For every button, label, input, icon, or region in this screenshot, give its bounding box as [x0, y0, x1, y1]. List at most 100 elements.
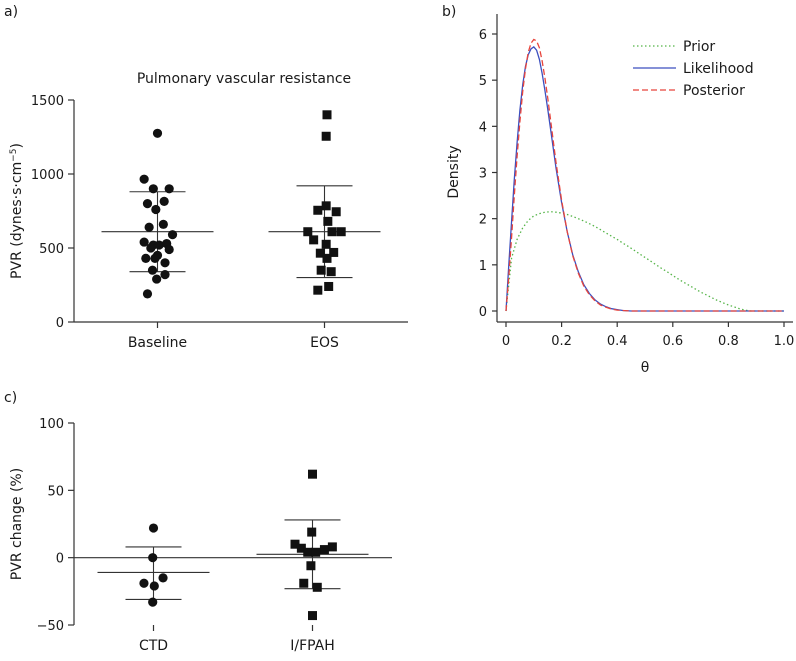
- y-tick-label: 3: [479, 167, 487, 182]
- data-point-square: [322, 110, 332, 120]
- series-line-prior: [505, 211, 784, 312]
- data-point-square: [322, 253, 332, 263]
- panel-c-y-axis-label: PVR change (%): [9, 468, 25, 580]
- y-tick-label: 1: [479, 259, 487, 274]
- data-point-circle: [152, 274, 162, 284]
- panel-c-label: c): [4, 390, 17, 406]
- data-point-circle: [158, 573, 168, 583]
- panel-a-marks: [101, 110, 381, 299]
- series-line-posterior: [505, 38, 784, 312]
- panel-a-title: Pulmonary vascular resistance: [137, 71, 351, 87]
- y-tick-label: 5: [479, 74, 487, 89]
- panel-b-axes: 0 1 2 3 4 5 6 0 0.2 0.4 0.6 0.8 1.0: [479, 14, 794, 349]
- y-tick-label: 0: [56, 316, 64, 331]
- panel-b-y-axis-label: Density: [446, 145, 462, 198]
- y-tick-label: 1500: [31, 94, 64, 109]
- data-point-square: [303, 227, 313, 237]
- data-point-square: [336, 227, 346, 237]
- x-tick-label: 0.8: [718, 334, 739, 349]
- data-point-square: [306, 561, 316, 571]
- x-category-label: CTD: [139, 638, 168, 654]
- panel-a-label: a): [4, 4, 18, 20]
- data-point-circle: [158, 219, 168, 229]
- data-point-circle: [148, 597, 158, 607]
- data-point-square: [321, 201, 331, 211]
- panel-b-lines: [505, 38, 784, 312]
- data-point-square: [308, 469, 317, 479]
- data-point-square: [307, 527, 317, 537]
- data-point-square: [323, 216, 333, 226]
- x-category-label: Baseline: [128, 335, 187, 351]
- data-point-circle: [141, 253, 151, 263]
- panel-c: c) PVR change (%) −50 0 50 100 CTD I/FPAH: [4, 390, 392, 654]
- data-point-circle: [152, 128, 163, 138]
- y-tick-label: 100: [39, 417, 64, 432]
- panel-b-x-axis-label: θ: [641, 360, 650, 376]
- data-point-circle: [164, 244, 174, 255]
- data-point-square: [313, 285, 323, 295]
- data-point-circle: [159, 196, 169, 206]
- data-point-square: [290, 539, 300, 549]
- data-point-circle: [160, 258, 170, 268]
- data-point-square: [316, 265, 326, 275]
- data-point-circle: [154, 240, 164, 250]
- panel-a-y-axis-label: PVR (dynes·s·cm−5): [9, 143, 25, 279]
- legend-label-prior: Prior: [683, 39, 715, 55]
- x-tick-label: 0.4: [607, 334, 628, 349]
- data-point-square: [331, 207, 341, 217]
- data-point-circle: [148, 553, 158, 563]
- data-point-square: [296, 543, 306, 553]
- data-point-circle: [142, 199, 153, 209]
- panel-b: b) Density θ 0 1 2 3 4 5 6 0 0.2 0.4 0.6 0.8 1.0 Pri…: [442, 4, 794, 376]
- data-point-circle: [147, 265, 158, 275]
- data-point-square: [319, 545, 329, 555]
- data-point-circle: [149, 581, 159, 591]
- data-point-circle: [167, 230, 178, 240]
- legend-label-posterior: Posterior: [683, 83, 745, 99]
- data-point-square: [303, 547, 313, 557]
- data-point-circle: [151, 204, 161, 215]
- x-tick-label: 0.6: [662, 334, 683, 349]
- data-point-square: [299, 578, 309, 588]
- y-tick-label: 500: [39, 242, 64, 257]
- y-tick-label: −50: [37, 619, 64, 634]
- data-point-circle: [139, 237, 149, 247]
- data-point-square: [308, 611, 317, 621]
- y-tick-label: 1000: [31, 168, 64, 183]
- data-point-square: [315, 248, 325, 258]
- data-point-circle: [164, 184, 174, 194]
- data-point-square: [327, 542, 337, 552]
- data-point-circle: [148, 523, 159, 533]
- x-category-label: EOS: [310, 335, 339, 351]
- panel-b-legend: Prior Likelihood Posterior: [633, 39, 754, 99]
- data-point-square: [309, 235, 319, 245]
- series-line-likelihood: [505, 46, 784, 312]
- data-point-circle: [148, 184, 158, 194]
- data-point-square: [326, 267, 336, 277]
- y-tick-label: 2: [479, 213, 487, 228]
- panel-a-axes: 0 500 1000 1500 Baseline EOS: [31, 94, 408, 351]
- data-point-square: [311, 547, 321, 557]
- y-tick-label: 0: [56, 552, 64, 567]
- data-point-circle: [142, 289, 153, 299]
- panel-a: a) Pulmonary vascular resistance PVR (dy…: [4, 4, 408, 351]
- data-point-circle: [146, 243, 156, 253]
- panel-b-label: b): [442, 4, 456, 20]
- data-point-square: [327, 227, 337, 237]
- data-point-square: [329, 247, 339, 257]
- data-point-square: [313, 205, 323, 215]
- x-tick-label: 0: [502, 334, 510, 349]
- data-point-circle: [139, 578, 149, 588]
- panel-c-marks: [97, 469, 369, 621]
- data-point-square: [312, 582, 322, 592]
- y-tick-label: 50: [47, 484, 64, 499]
- data-point-circle: [139, 174, 149, 184]
- x-category-label: I/FPAH: [290, 638, 335, 654]
- data-point-square: [321, 239, 331, 249]
- x-tick-label: 0.2: [551, 334, 572, 349]
- y-tick-label: 4: [479, 120, 487, 135]
- data-point-circle: [160, 270, 170, 280]
- data-point-square: [324, 281, 334, 291]
- y-tick-label: 6: [479, 28, 487, 43]
